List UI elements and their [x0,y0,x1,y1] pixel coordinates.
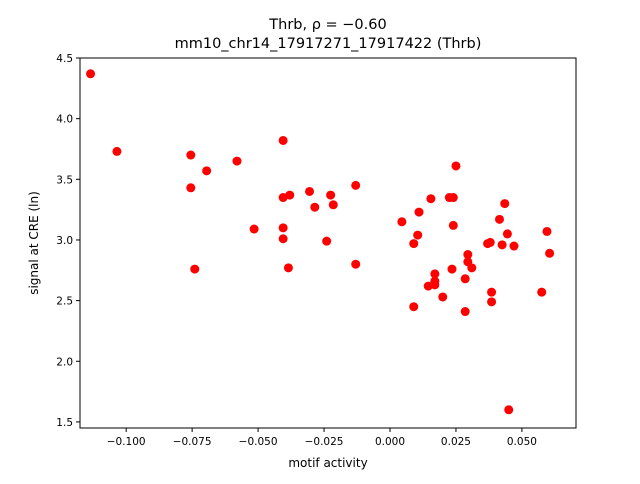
data-point [463,250,473,260]
data-point [545,248,555,258]
y-axis-ticks: 1.5 2.0 2.5 3.0 3.5 4.0 4.5 [56,53,80,429]
data-point [448,193,458,203]
data-point [112,146,122,156]
y-tick-label: 2.0 [56,356,73,368]
data-point [351,259,361,269]
data-point [278,223,288,233]
data-point [190,264,200,274]
y-axis-label: signal at CRE (ln) [27,191,41,295]
data-point [326,190,336,200]
y-tick-label: 1.5 [56,417,73,429]
y-tick-label: 3.0 [56,235,73,247]
data-point [202,166,212,176]
data-point [232,156,242,166]
data-point [397,217,407,227]
data-point [485,237,495,247]
x-tick-label: −0.100 [107,436,146,448]
data-point [426,194,436,204]
data-point [285,190,295,200]
data-point [310,202,320,212]
data-point [283,263,293,273]
data-point [438,292,448,302]
x-axis-label: motif activity [288,456,367,470]
data-point [447,264,457,274]
plot-area-frame [79,57,577,429]
data-point [430,269,440,279]
data-point [305,186,315,196]
data-point [497,240,507,250]
x-tick-label: 0.050 [507,436,537,448]
x-tick-label: −0.025 [305,436,344,448]
data-point [509,241,519,251]
data-point [537,287,547,297]
data-point [414,207,424,217]
data-point [278,234,288,244]
y-tick-label: 3.5 [56,174,73,186]
chart-title-line1: Thrb, ρ = −0.60 [268,17,386,33]
data-point [186,183,196,193]
data-point [430,280,440,290]
data-point [351,180,361,190]
data-point [494,214,504,224]
data-point [413,230,423,240]
x-tick-label: −0.050 [239,436,278,448]
y-tick-label: 2.5 [56,296,73,308]
data-point [448,220,458,230]
data-point [278,135,288,145]
data-point [328,200,338,210]
data-point [542,226,552,236]
data-point [249,224,259,234]
x-tick-label: 0.025 [441,436,471,448]
data-point [502,229,512,239]
x-tick-label: −0.075 [173,436,212,448]
data-point [487,297,497,307]
x-tick-label: 0.000 [375,436,405,448]
chart-title-line2: mm10_chr14_17917271_17917422 (Thrb) [175,36,482,52]
y-tick-label: 4.5 [56,53,73,65]
points-layer [86,69,555,415]
data-point [409,239,419,249]
data-point [487,287,497,297]
data-point [460,274,470,284]
data-point [451,161,461,171]
data-point [322,236,332,246]
y-tick-label: 4.0 [56,114,73,126]
x-axis-ticks: −0.100 −0.075 −0.050 −0.025 0.000 0.025 0.050 [107,428,537,448]
data-point [467,263,477,273]
data-point [186,150,196,160]
data-point [504,405,514,415]
data-point [409,302,419,312]
data-point [500,199,510,209]
data-point [86,69,96,79]
data-point [460,307,470,317]
